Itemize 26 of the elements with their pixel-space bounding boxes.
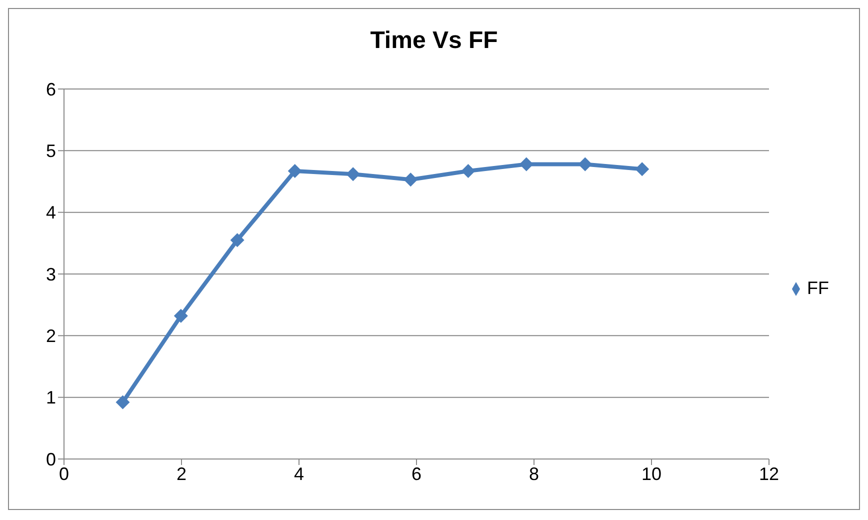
y-tick-label: 5 <box>46 141 56 162</box>
point <box>116 395 130 410</box>
y-tick-label: 4 <box>46 202 56 223</box>
point <box>635 162 650 176</box>
y-tick-label: 2 <box>46 326 56 346</box>
x-tick-label: 12 <box>758 464 780 484</box>
x-tick-label: 10 <box>641 464 662 484</box>
x-tick-label: 2 <box>176 464 187 484</box>
x-tick-label: 4 <box>294 464 304 484</box>
point <box>461 164 476 178</box>
y-tick-label: 1 <box>46 388 56 408</box>
point <box>346 167 360 182</box>
point <box>519 157 534 172</box>
legend-label: FF <box>807 278 829 298</box>
point <box>404 172 418 187</box>
y-tick-label: 6 <box>46 79 56 100</box>
point <box>288 164 302 178</box>
point <box>578 157 592 172</box>
x-tick-label: 6 <box>411 464 422 484</box>
point <box>174 308 188 323</box>
x-tick-label: 8 <box>528 464 540 484</box>
y-tick-label: 3 <box>46 264 56 284</box>
x-tick-label: 0 <box>58 464 70 484</box>
point <box>230 233 244 248</box>
y-tick-label: 0 <box>46 449 56 470</box>
chart-title: Time Vs FF <box>369 26 499 56</box>
